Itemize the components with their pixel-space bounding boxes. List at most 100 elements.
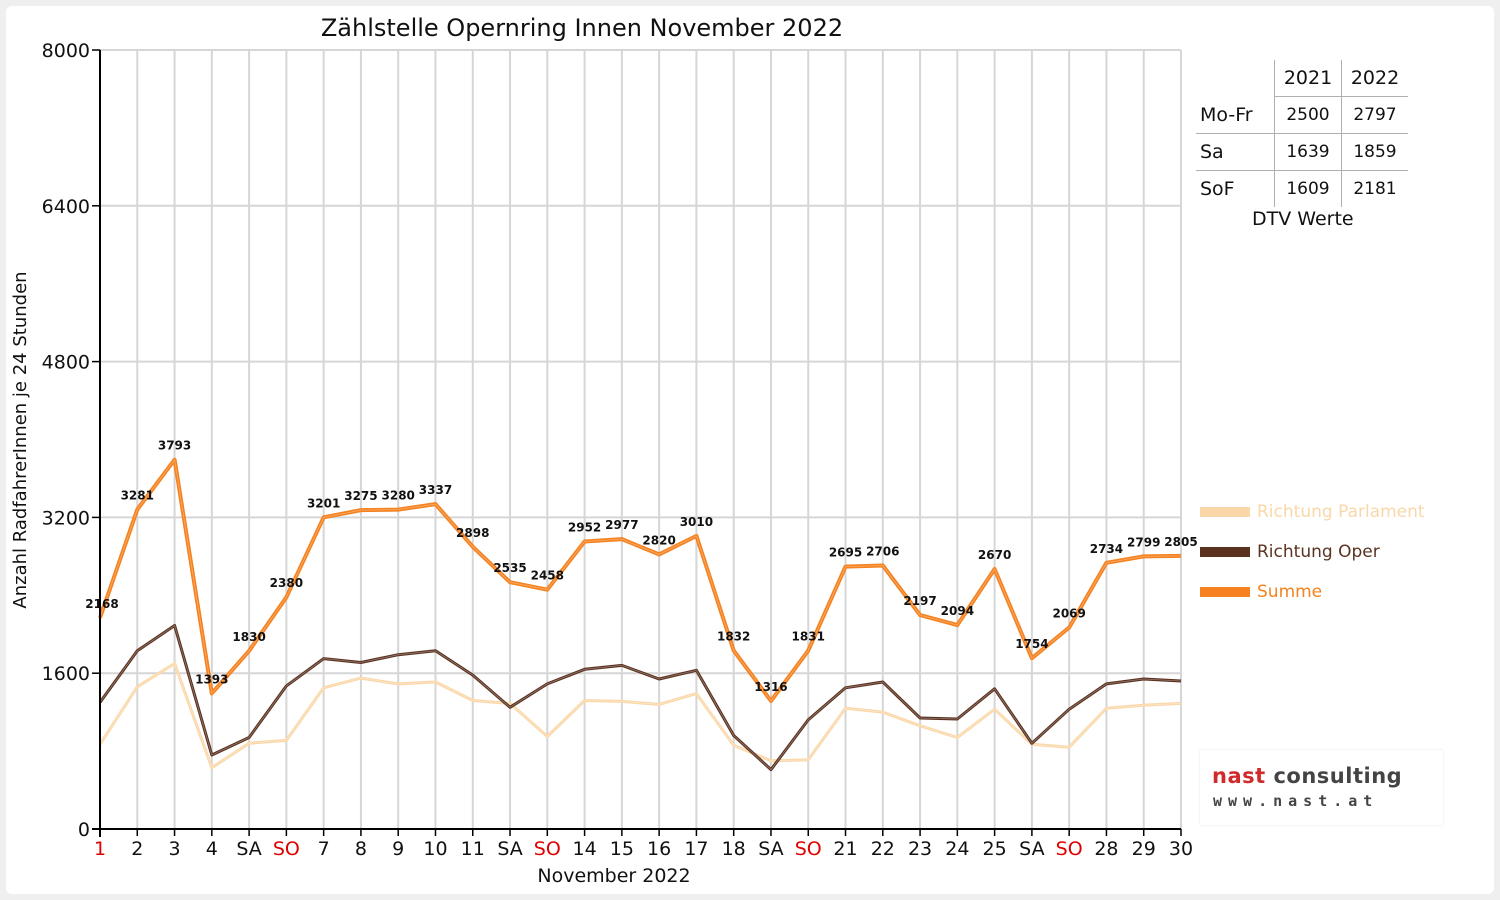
series-layer [98, 457, 1182, 772]
data-label: 3201 [307, 496, 340, 510]
data-label: 1316 [754, 680, 787, 694]
data-label: 2094 [941, 604, 974, 618]
y-tick-label: 8000 [42, 40, 90, 62]
series-line-highlight [99, 458, 1182, 702]
chart-title: Zählstelle Opernring Innen November 2022 [321, 14, 843, 42]
series-line-oper [98, 624, 1182, 772]
x-tick-label: 2 [131, 838, 143, 860]
data-label: 1832 [717, 630, 750, 644]
data-label: 1830 [232, 630, 265, 644]
data-label: 3275 [344, 489, 377, 503]
dtv-value: 2500 [1274, 96, 1342, 134]
legend-swatch [1200, 587, 1250, 597]
y-tick-label: 1600 [42, 663, 90, 685]
data-label: 2670 [978, 548, 1011, 562]
x-tick-label: 16 [647, 838, 671, 860]
x-tick-label: 23 [908, 838, 932, 860]
dtv-row-label: Mo-Fr [1196, 96, 1275, 134]
dtv-row-sof: SoF 1609 2181 [1196, 170, 1408, 207]
data-label: 2898 [456, 526, 489, 540]
legend-item-oper: Richtung Oper [1200, 532, 1425, 572]
data-label: 2168 [85, 597, 118, 611]
logo-name-part1: nast [1212, 764, 1266, 788]
dtv-row-label: Sa [1196, 133, 1275, 171]
company-logo: nast consulting www.nast.at [1200, 750, 1443, 825]
legend-label: Summe [1257, 582, 1323, 602]
x-tick-label: SA [497, 838, 522, 860]
x-tick-label: 4 [206, 838, 218, 860]
data-label: 2952 [568, 521, 601, 535]
x-tick-label: 8 [355, 838, 367, 860]
axis-layer: 0 1600 3200 4800 6400 8000 1 2 3 4 SA SO 7 8 9 10 11 SA SO… [42, 40, 1193, 860]
x-tick-label: 15 [610, 838, 634, 860]
data-label: 3010 [680, 515, 713, 529]
legend-item-summe: Summe [1200, 572, 1425, 612]
series-line-highlight [99, 662, 1182, 769]
y-tick-label: 4800 [42, 352, 90, 374]
data-label: 2535 [493, 561, 526, 575]
logo-name-part2: consulting [1273, 764, 1403, 788]
x-tick-label: 24 [945, 838, 969, 860]
dtv-value: 1609 [1274, 170, 1342, 207]
dtv-value: 1859 [1341, 133, 1408, 171]
data-label: 2458 [531, 569, 564, 583]
x-tick-label: 10 [423, 838, 447, 860]
data-label: 2805 [1164, 535, 1197, 549]
x-tick-label: SO [534, 838, 561, 860]
x-tick-label: 25 [983, 838, 1007, 860]
x-tick-label: 11 [461, 838, 485, 860]
data-label: 1393 [195, 672, 228, 686]
series-line-parlament [98, 662, 1182, 770]
dtv-table-box: 2021 2022 Mo-Fr 2500 2797 Sa 1639 1859 S… [1196, 60, 1416, 240]
x-tick-label: 18 [722, 838, 746, 860]
logo-url: www.nast.at [1213, 792, 1379, 810]
x-tick-label: SO [1056, 838, 1083, 860]
data-label: 2977 [605, 518, 638, 532]
x-tick-label: 1 [94, 838, 106, 860]
y-tick-label: 3200 [42, 507, 90, 529]
data-label-layer: 2168 3281 3793 1393 1830 2380 3201 3275 3280 3337… [85, 439, 1197, 694]
y-tick-label: 0 [78, 819, 90, 841]
data-label: 3337 [419, 483, 452, 497]
data-label: 2706 [866, 545, 899, 559]
logo-wordmark: nast consulting [1212, 764, 1402, 788]
data-label: 2734 [1090, 542, 1123, 556]
x-tick-label: 7 [318, 838, 330, 860]
data-label: 2069 [1052, 607, 1085, 621]
dtv-value: 1639 [1274, 133, 1342, 171]
dtv-row-sa: Sa 1639 1859 [1196, 133, 1408, 171]
chart-legend: Richtung Parlament Richtung Oper Summe [1200, 492, 1425, 612]
dtv-header-row: 2021 2022 [1196, 60, 1408, 97]
x-tick-label: SA [1019, 838, 1044, 860]
x-tick-label: SA [236, 838, 261, 860]
y-axis-title: Anzahl RadfahrerInnen je 24 Stunden [10, 271, 31, 608]
x-tick-label: 21 [833, 838, 857, 860]
dtv-row-mofr: Mo-Fr 2500 2797 [1196, 96, 1408, 134]
x-tick-label: 29 [1132, 838, 1156, 860]
data-label: 2380 [270, 576, 303, 590]
x-tick-label: 9 [392, 838, 404, 860]
data-label: 2820 [642, 533, 675, 547]
x-tick-label: 14 [572, 838, 596, 860]
x-tick-label: 28 [1094, 838, 1118, 860]
legend-label: Richtung Parlament [1257, 502, 1425, 522]
data-label: 3793 [158, 439, 191, 453]
legend-item-parlament: Richtung Parlament [1200, 492, 1425, 532]
x-tick-label: SO [795, 838, 822, 860]
dtv-value: 2797 [1341, 96, 1408, 134]
dtv-year-2022: 2022 [1341, 60, 1408, 97]
data-label: 3280 [382, 489, 415, 503]
data-label: 1831 [792, 630, 825, 644]
x-tick-label: 22 [871, 838, 895, 860]
legend-swatch [1200, 507, 1250, 517]
dtv-value: 2181 [1341, 170, 1408, 207]
data-label: 3281 [121, 489, 154, 503]
data-label: 2695 [829, 546, 862, 560]
data-label: 1754 [1015, 637, 1048, 651]
dtv-table: 2021 2022 Mo-Fr 2500 2797 Sa 1639 1859 S… [1196, 60, 1408, 207]
grid-layer [100, 49, 1182, 829]
y-tick-label: 6400 [42, 196, 90, 218]
dtv-row-label: SoF [1200, 178, 1235, 200]
